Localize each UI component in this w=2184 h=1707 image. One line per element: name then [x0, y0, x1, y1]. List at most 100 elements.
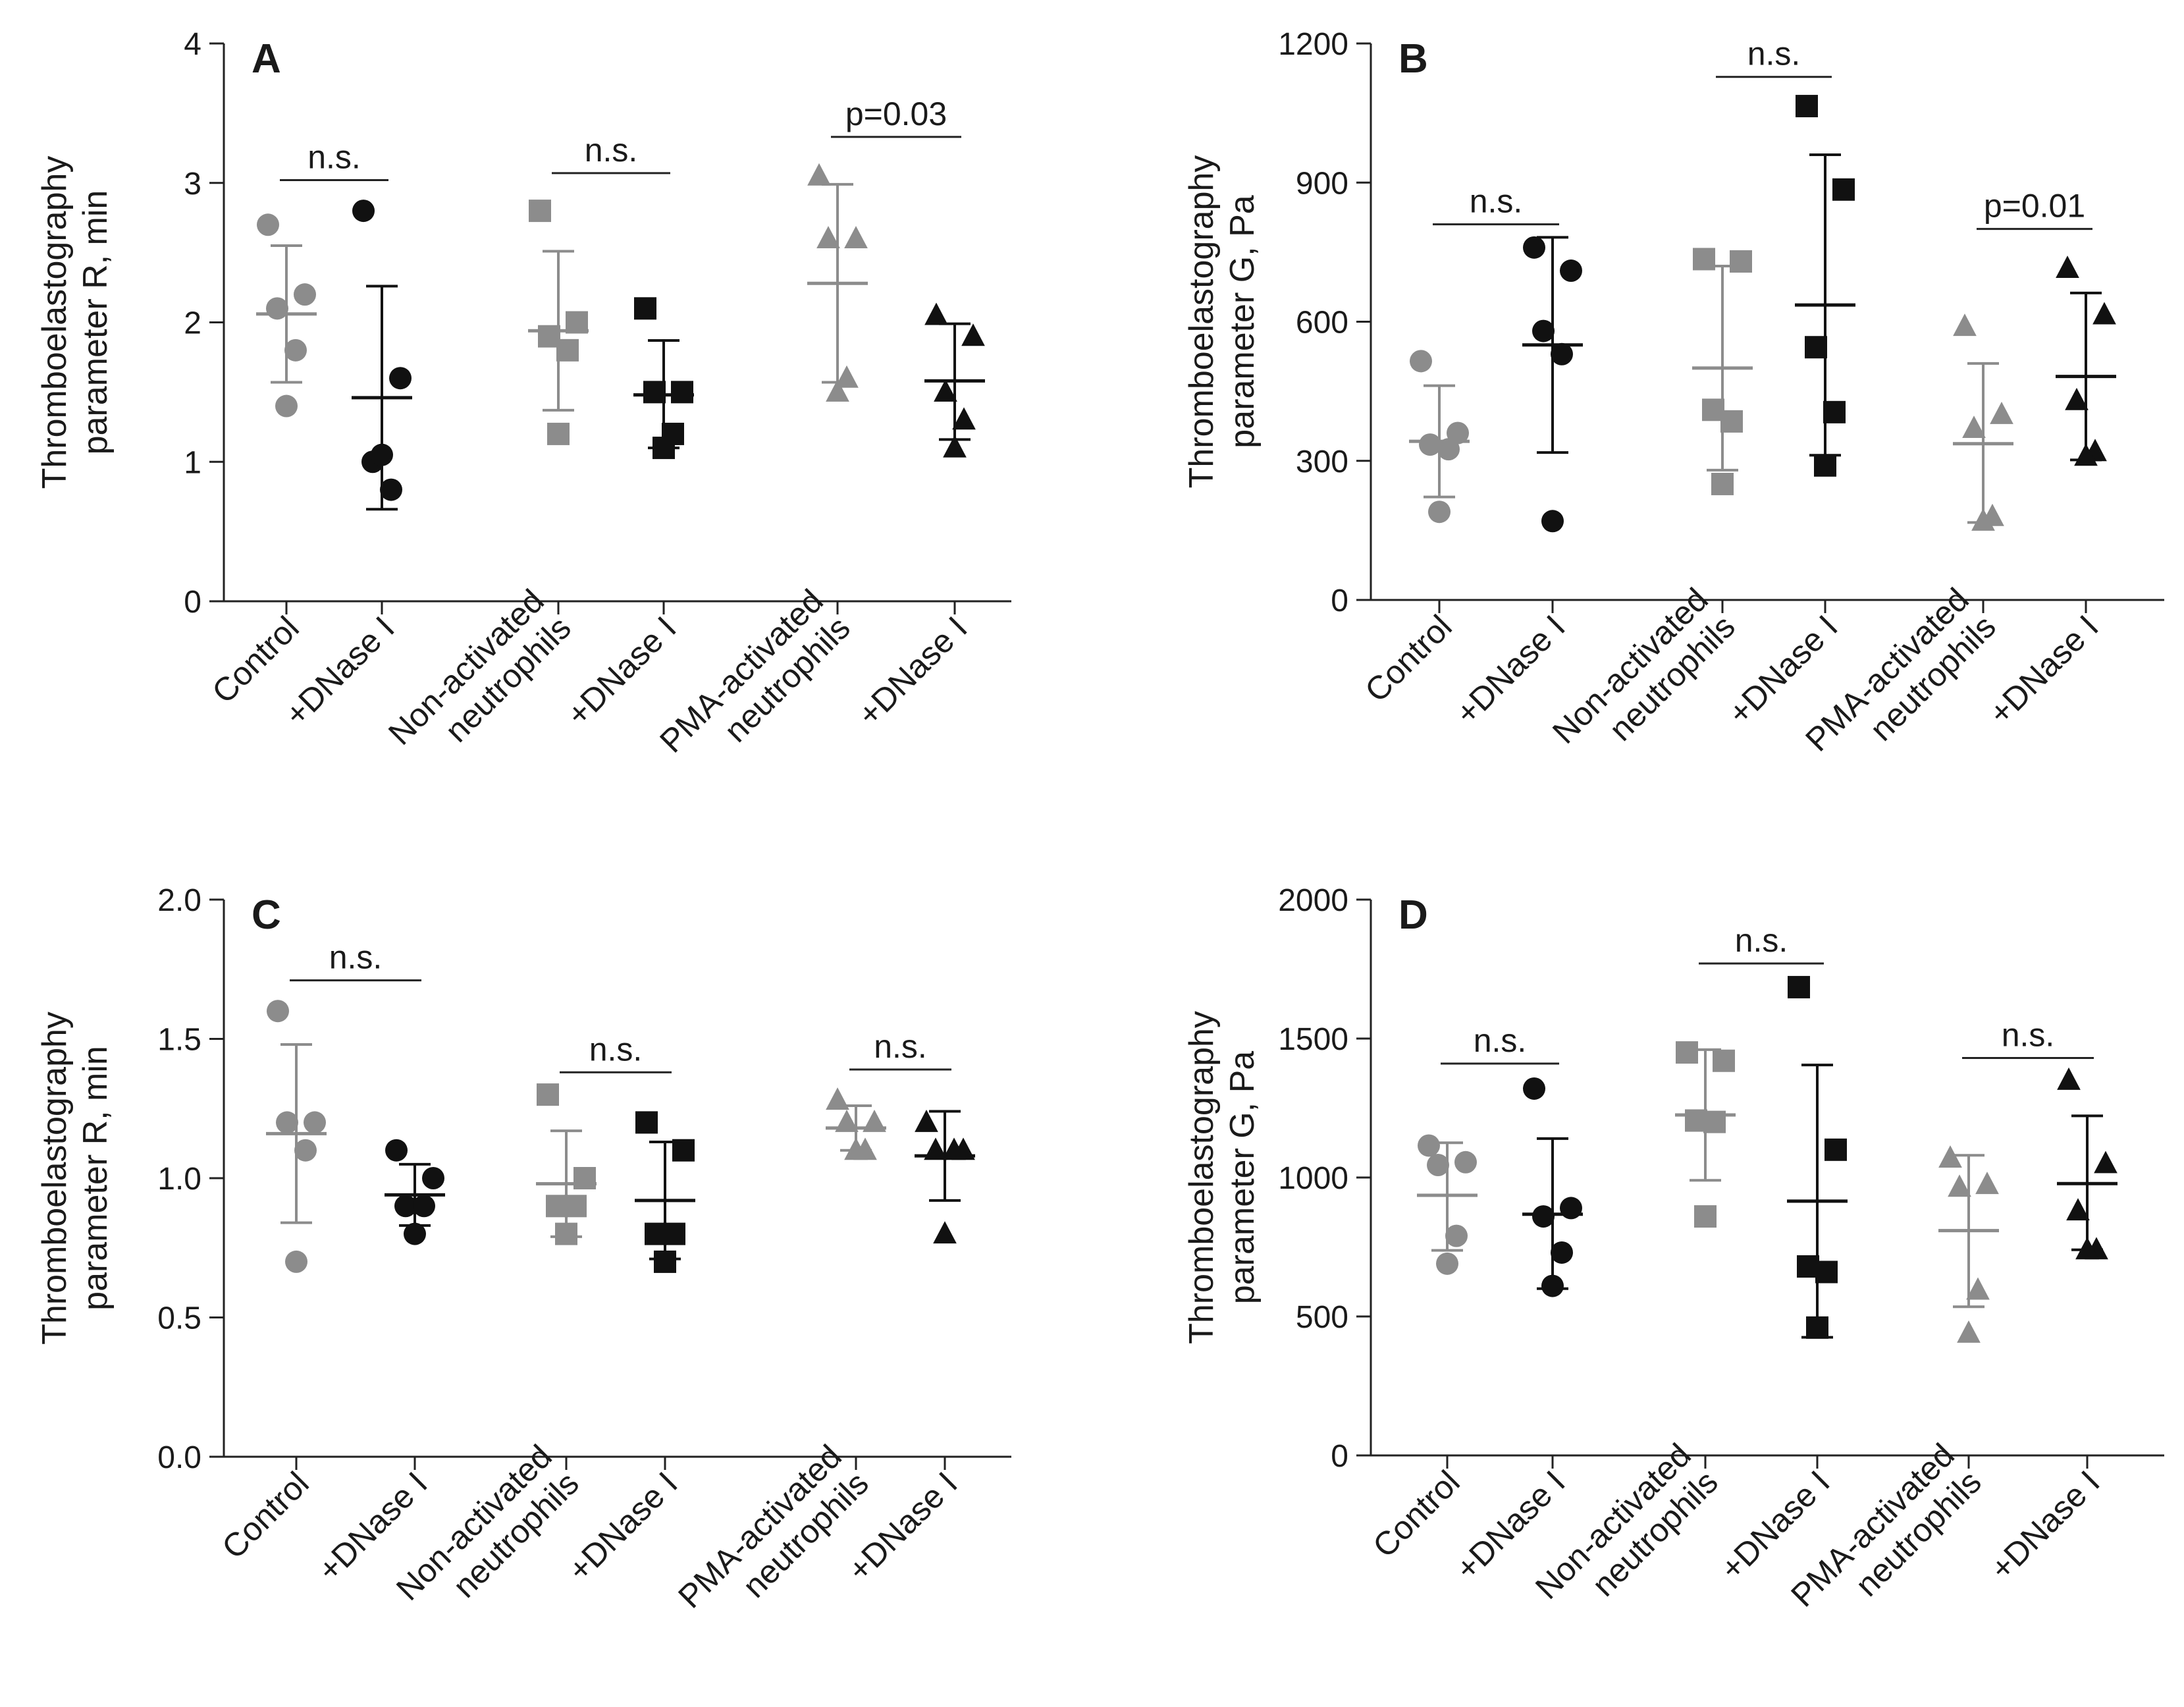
data-point	[1796, 95, 1818, 118]
group-5	[826, 1087, 886, 1160]
data-point	[1454, 1151, 1477, 1174]
data-point	[257, 213, 279, 236]
data-point	[547, 422, 570, 445]
x-tick-label: Control	[215, 1465, 316, 1566]
x-tick-label: Control	[1358, 608, 1459, 709]
x-tick-label: PMA-activatedneutrophils	[653, 582, 857, 787]
group-4	[633, 297, 694, 460]
data-point	[1788, 975, 1810, 998]
data-point	[1953, 313, 1977, 337]
y-tick-label: 0.0	[157, 1440, 201, 1475]
group-4	[1787, 975, 1848, 1339]
y-tick-label: 0.5	[157, 1301, 201, 1336]
data-point	[1694, 1205, 1717, 1228]
y-tick-label: 2.0	[157, 883, 201, 918]
data-point	[826, 1087, 849, 1110]
data-point	[1703, 1110, 1726, 1133]
y-tick-label: 1000	[1278, 1161, 1348, 1196]
data-point	[1551, 1241, 1573, 1264]
data-point	[1418, 1134, 1440, 1157]
x-tick-label: +DNase I	[560, 609, 683, 733]
x-tick-label: +DNase I	[1449, 608, 1572, 732]
x-tick-label-line: Control	[1358, 608, 1459, 709]
data-point	[653, 437, 675, 460]
group-6	[915, 1110, 975, 1244]
data-point	[1832, 178, 1855, 201]
y-tick-label: 0	[1331, 583, 1348, 618]
data-point	[835, 1110, 859, 1132]
group-3	[1675, 1041, 1736, 1228]
x-tick-label-line: +DNase I	[560, 609, 683, 733]
data-point	[266, 297, 288, 320]
data-point	[1975, 1172, 1999, 1195]
y-axis-label-line: parameter R, min	[76, 1046, 115, 1311]
x-tick-label-line: +DNase I	[1983, 1463, 2107, 1587]
x-tick-label-line: Control	[1366, 1463, 1467, 1565]
data-point	[924, 1137, 947, 1160]
data-point	[2057, 1067, 2081, 1090]
data-point	[942, 1137, 966, 1160]
data-point	[566, 311, 588, 334]
y-axis-label: Thromboelastographyparameter R, min	[36, 1012, 115, 1345]
data-point	[2094, 1151, 2117, 1174]
group-6	[924, 302, 985, 458]
x-tick-label-line: +DNase I	[1449, 608, 1572, 732]
group-1	[1417, 1134, 1478, 1275]
data-point	[413, 1195, 435, 1218]
y-axis-label-line: parameter R, min	[76, 190, 115, 455]
x-tick-label-line: +DNase I	[1982, 608, 2106, 732]
group-1	[1409, 350, 1470, 524]
group-4	[635, 1111, 695, 1273]
data-point	[1541, 510, 1564, 533]
data-point	[943, 435, 967, 458]
data-point	[1560, 1197, 1582, 1220]
data-point	[1713, 1049, 1735, 1072]
y-axis-label: Thromboelastographyparameter G, Pa	[1183, 1011, 1262, 1344]
x-tick-label: PMA-activatedneutrophils	[671, 1438, 876, 1642]
data-point	[663, 1222, 685, 1245]
data-point	[1447, 421, 1469, 445]
data-point	[285, 1250, 307, 1273]
group-5	[1938, 1145, 1999, 1343]
data-point	[1948, 1174, 1971, 1197]
y-axis-label-line: Thromboelastography	[36, 156, 74, 489]
y-tick-label: 0	[1331, 1439, 1348, 1474]
data-point	[1966, 1277, 1990, 1300]
data-point	[2066, 1198, 2090, 1221]
data-point	[1720, 410, 1743, 433]
group-6	[2057, 1067, 2117, 1260]
data-point	[915, 1110, 938, 1132]
x-tick-label: PMA-activatedneutrophils	[1798, 581, 2003, 786]
x-tick-label: +DNase I	[561, 1465, 685, 1588]
data-point	[952, 407, 976, 430]
group-3	[528, 200, 589, 445]
significance-label: n.s.	[1474, 1022, 1527, 1059]
significance-label: n.s.	[1470, 183, 1523, 220]
data-point	[380, 478, 402, 501]
group-1	[256, 213, 317, 418]
y-tick-label: 1500	[1278, 1022, 1348, 1057]
y-axis-label-line: parameter G, Pa	[1223, 1051, 1262, 1304]
panel-letter: C	[252, 892, 281, 938]
data-point	[573, 1167, 596, 1189]
data-point	[1560, 259, 1582, 283]
data-point	[2075, 1237, 2099, 1260]
data-point	[267, 1000, 289, 1023]
data-point	[844, 226, 868, 248]
group-3	[536, 1083, 597, 1245]
y-tick-label: 1.0	[157, 1162, 201, 1197]
data-point	[671, 381, 693, 404]
x-tick-label-line: +DNase I	[851, 609, 974, 733]
data-point	[1971, 508, 1995, 531]
x-tick-label: +DNase I	[1982, 608, 2106, 732]
group-5	[1953, 313, 2013, 531]
y-tick-label: 4	[184, 27, 201, 62]
data-point	[643, 381, 666, 404]
data-point	[1814, 454, 1836, 477]
data-point	[1523, 236, 1545, 259]
data-point	[2056, 256, 2079, 279]
data-point	[924, 302, 948, 325]
data-point	[835, 365, 859, 388]
y-tick-label: 1.5	[157, 1023, 201, 1058]
data-point	[1551, 342, 1573, 366]
